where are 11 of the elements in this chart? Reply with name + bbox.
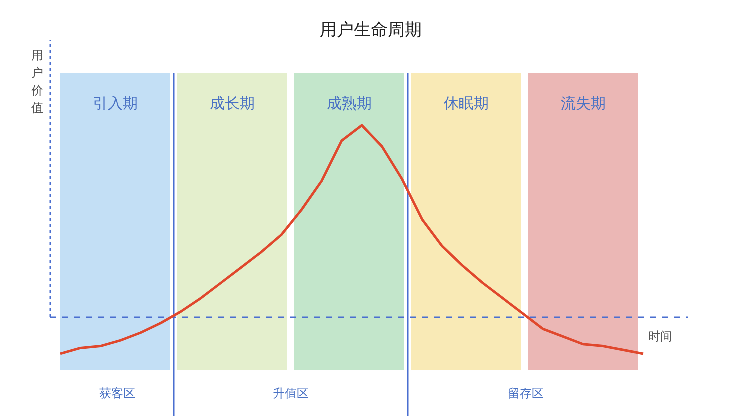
text: 成熟期 [327, 94, 372, 112]
text: 获客区 [99, 386, 136, 400]
text: 休眠期 [444, 94, 489, 112]
x-axis-title: 时间 [648, 330, 672, 344]
text: 引入期 [93, 94, 138, 112]
text: 留存区 [508, 386, 544, 400]
chart-title: 用户生命周期 [320, 20, 422, 40]
text: 流失期 [561, 94, 606, 112]
text: 升值区 [273, 386, 309, 400]
y-axis-title: 用户价值 [30, 48, 44, 115]
text: 成长期 [210, 94, 255, 112]
